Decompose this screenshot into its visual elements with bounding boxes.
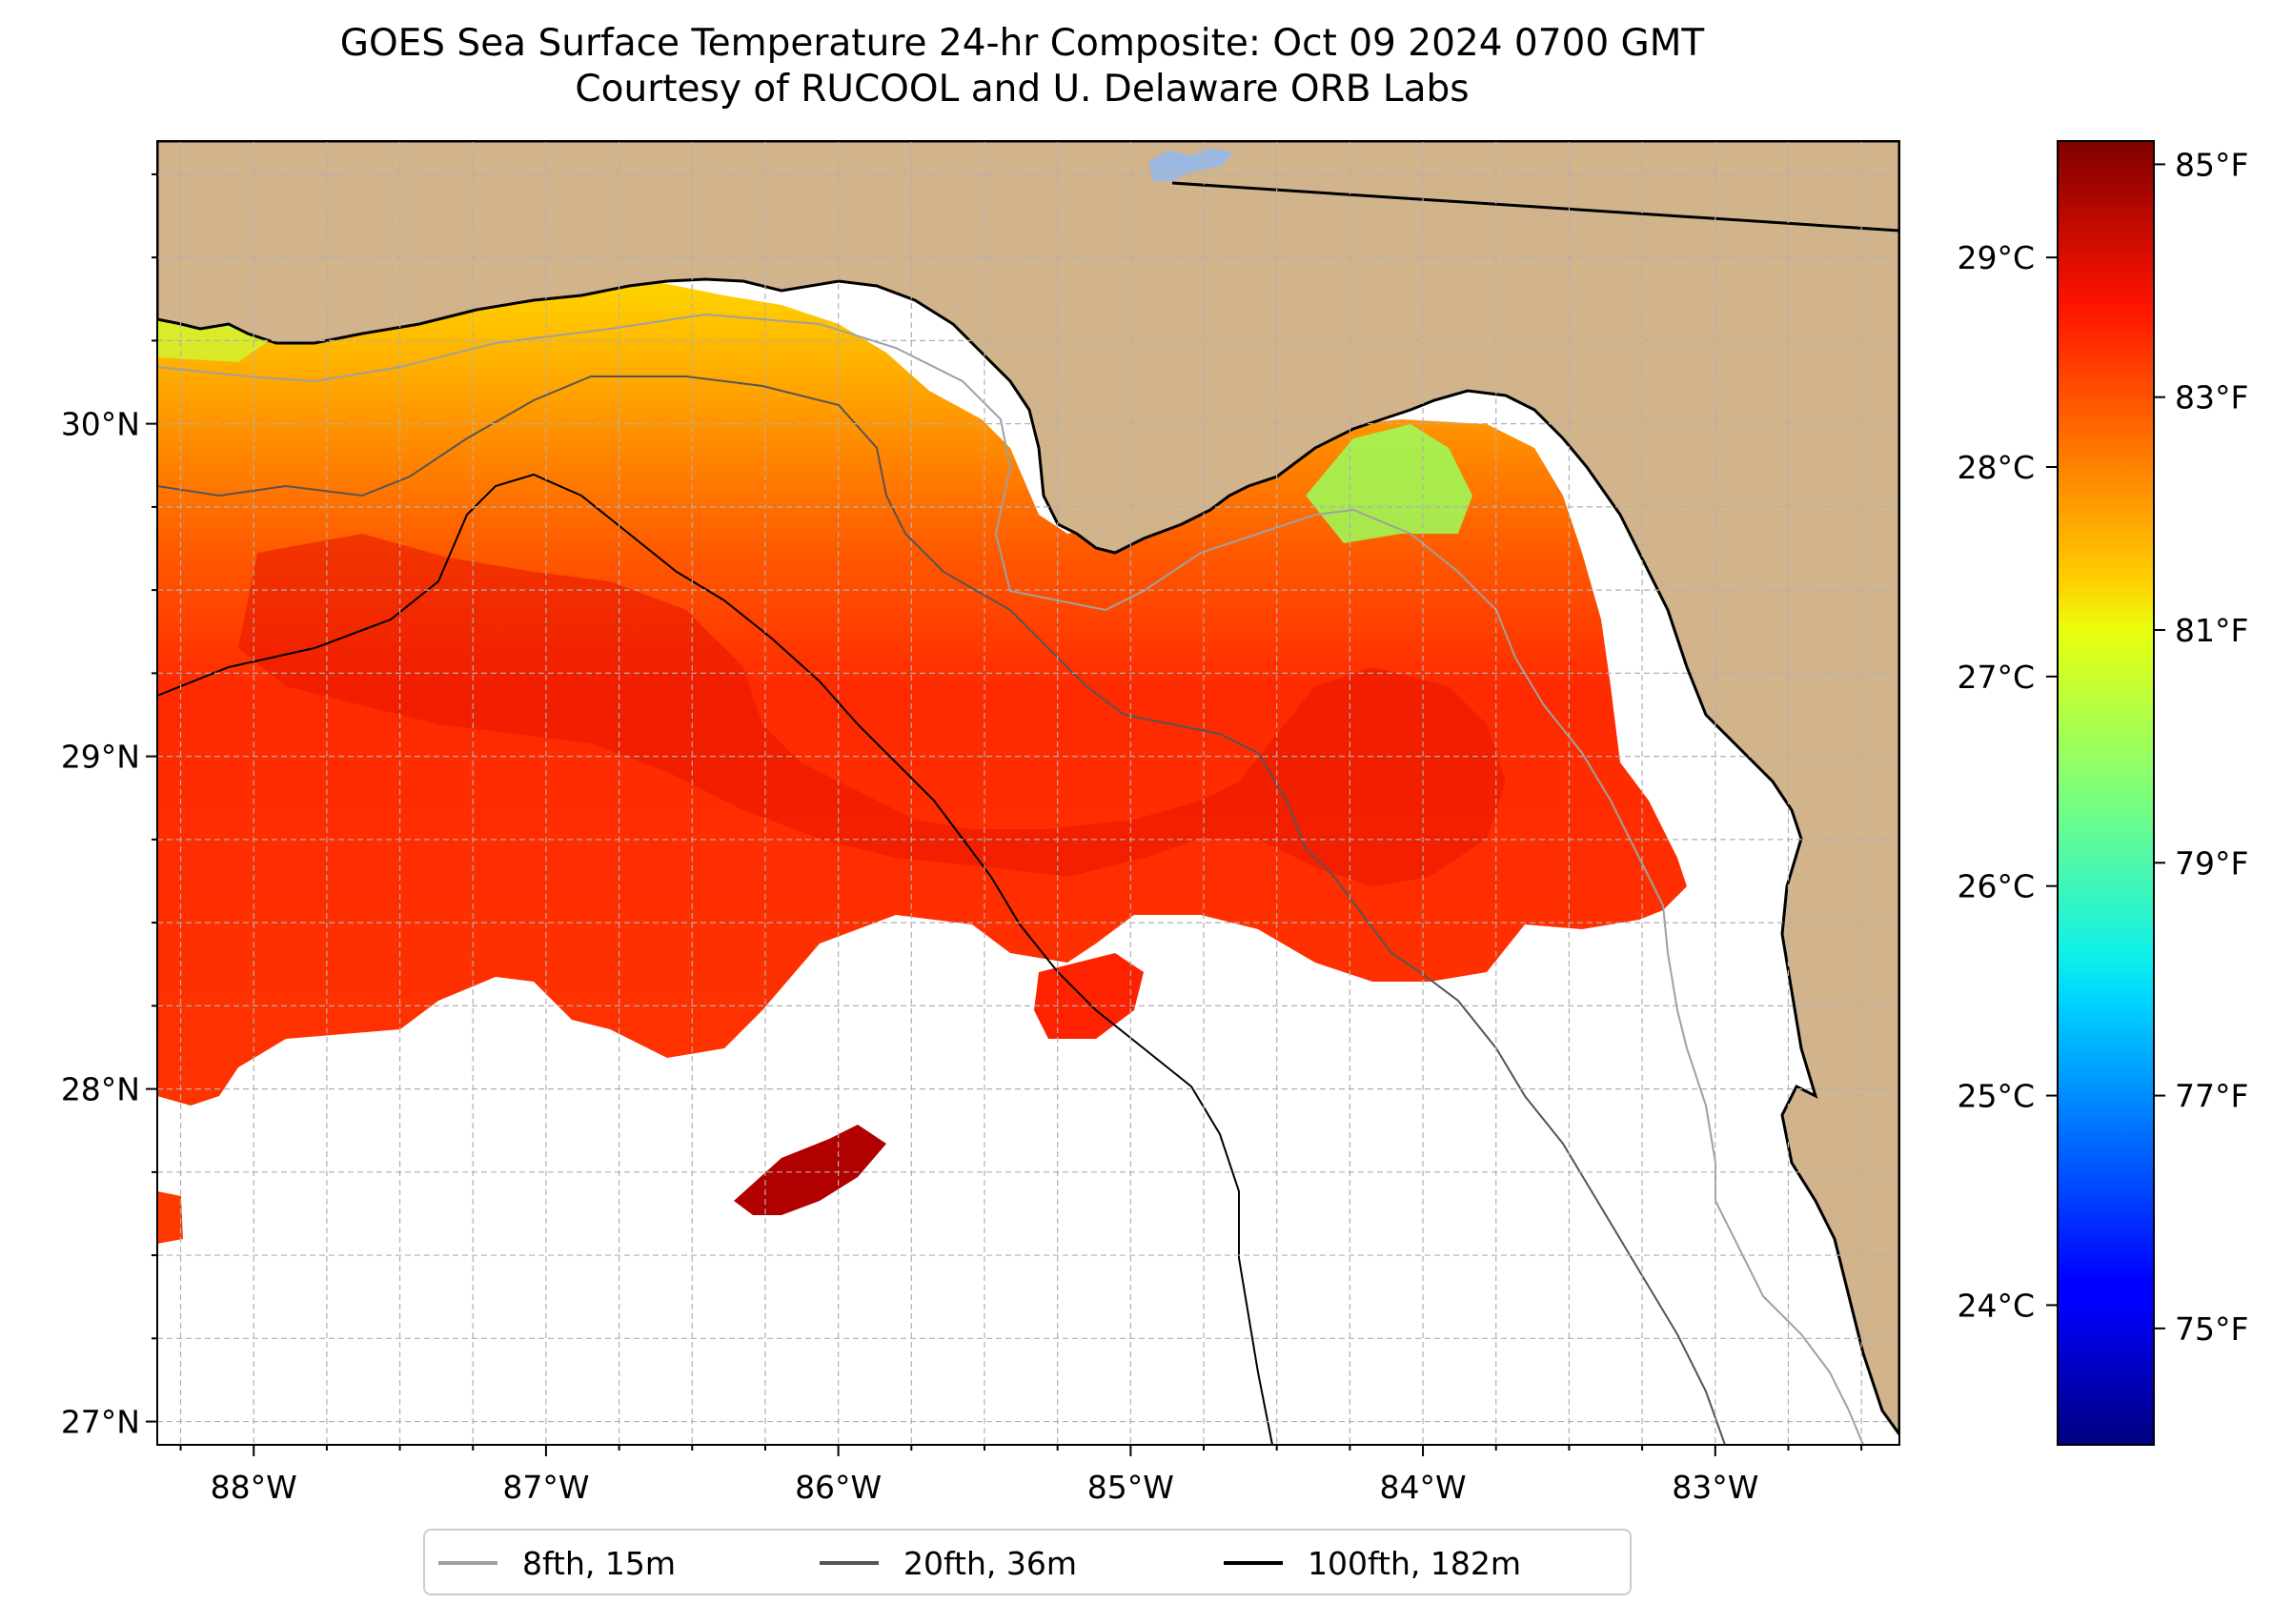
colorbar-f-label: 75°F	[2175, 1310, 2248, 1348]
lat-tick-label: 30°N	[61, 406, 140, 443]
sst-field	[157, 181, 1687, 1106]
lon-tick-label: 84°W	[1379, 1469, 1466, 1506]
contour-20fth	[157, 376, 1726, 1445]
legend-entry-100fth: 100fth, 182m	[1224, 1544, 1521, 1582]
lon-tick-label: 86°W	[795, 1469, 882, 1506]
map-title: GOES Sea Surface Temperature 24-hr Compo…	[0, 21, 2044, 112]
colorbar-c-label: 28°C	[1957, 449, 2035, 486]
lat-tick-label: 29°N	[61, 739, 140, 776]
lat-tick-label: 27°N	[61, 1404, 140, 1441]
sst-cool-bigbend	[1306, 424, 1472, 543]
lon-axis: 88°W 87°W 86°W 85°W 84°W 83°W	[179, 1445, 1863, 1506]
legend-line-20fth	[820, 1561, 879, 1565]
lon-tick-label: 85°W	[1087, 1469, 1174, 1506]
legend-label-8fth: 8fth, 15m	[522, 1544, 677, 1582]
colorbar-fahrenheit-axis: 75°F 77°F 79°F 81°F 83°F 85°F	[2154, 146, 2248, 1348]
lon-tick-label: 88°W	[211, 1469, 297, 1506]
colorbar-f-label: 79°F	[2175, 844, 2248, 882]
colorbar-gradient	[2058, 141, 2154, 1445]
colorbar-c-label: 27°C	[1957, 659, 2035, 696]
contour-legend: 8fth, 15m 20fth, 36m 100fth, 182m	[423, 1529, 1632, 1595]
colorbar-f-label: 81°F	[2175, 612, 2248, 649]
sst-warm-core	[238, 534, 1506, 886]
legend-line-100fth	[1224, 1561, 1283, 1565]
lon-tick-label: 87°W	[502, 1469, 589, 1506]
colorbar-c-label: 26°C	[1957, 868, 2035, 905]
colorbar-c-label: 25°C	[1957, 1078, 2035, 1115]
colorbar-f-label: 85°F	[2175, 146, 2248, 183]
colorbar-celsius-axis: 24°C 25°C 26°C 27°C 28°C 29°C	[1957, 239, 2058, 1324]
lon-tick-label: 83°W	[1672, 1469, 1758, 1506]
legend-entry-20fth: 20fth, 36m	[820, 1544, 1077, 1582]
legend-line-8fth	[438, 1561, 497, 1565]
state-border	[1171, 181, 1899, 233]
map-frame	[156, 140, 1900, 1446]
contour-100fth	[157, 473, 1273, 1445]
gridlines	[157, 141, 1899, 1445]
colorbar-f-label: 77°F	[2175, 1078, 2248, 1115]
colorbar-c-label: 24°C	[1957, 1287, 2035, 1324]
contour-8fth	[157, 313, 1864, 1445]
title-line-2: Courtesy of RUCOOL and U. Delaware ORB L…	[575, 68, 1470, 111]
legend-label-20fth: 20fth, 36m	[903, 1544, 1077, 1582]
legend-label-100fth: 100fth, 182m	[1308, 1544, 1521, 1582]
sst-patch-3	[157, 1191, 183, 1244]
lat-axis: 27°N 28°N 29°N 30°N	[61, 173, 157, 1441]
colorbar-c-label: 29°C	[1957, 239, 2035, 276]
colorbar-frame	[2057, 140, 2155, 1446]
lat-tick-label: 28°N	[61, 1071, 140, 1108]
legend-entry-8fth: 8fth, 15m	[438, 1544, 676, 1582]
title-line-1: GOES Sea Surface Temperature 24-hr Compo…	[339, 22, 1705, 65]
colorbar-f-label: 83°F	[2175, 379, 2248, 416]
sst-patch-2	[734, 1125, 886, 1215]
inland-lake	[1148, 148, 1234, 181]
